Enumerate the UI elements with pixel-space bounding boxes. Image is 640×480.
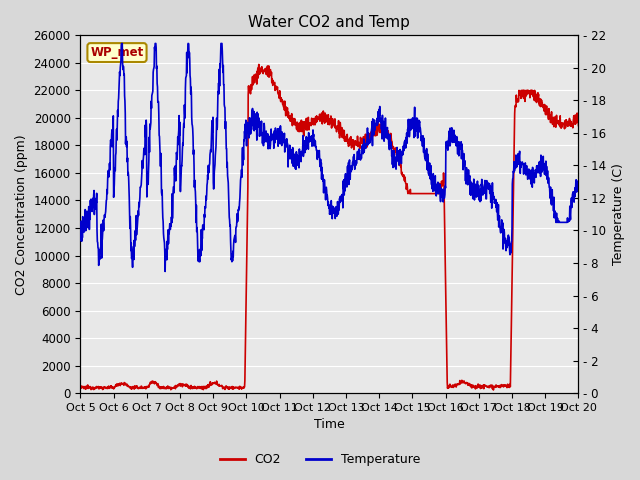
Y-axis label: CO2 Concentration (ppm): CO2 Concentration (ppm) xyxy=(15,134,28,295)
Title: Water CO2 and Temp: Water CO2 and Temp xyxy=(248,15,410,30)
X-axis label: Time: Time xyxy=(314,419,345,432)
Legend: CO2, Temperature: CO2, Temperature xyxy=(214,448,426,471)
Y-axis label: Temperature (C): Temperature (C) xyxy=(612,163,625,265)
Text: WP_met: WP_met xyxy=(90,46,143,59)
